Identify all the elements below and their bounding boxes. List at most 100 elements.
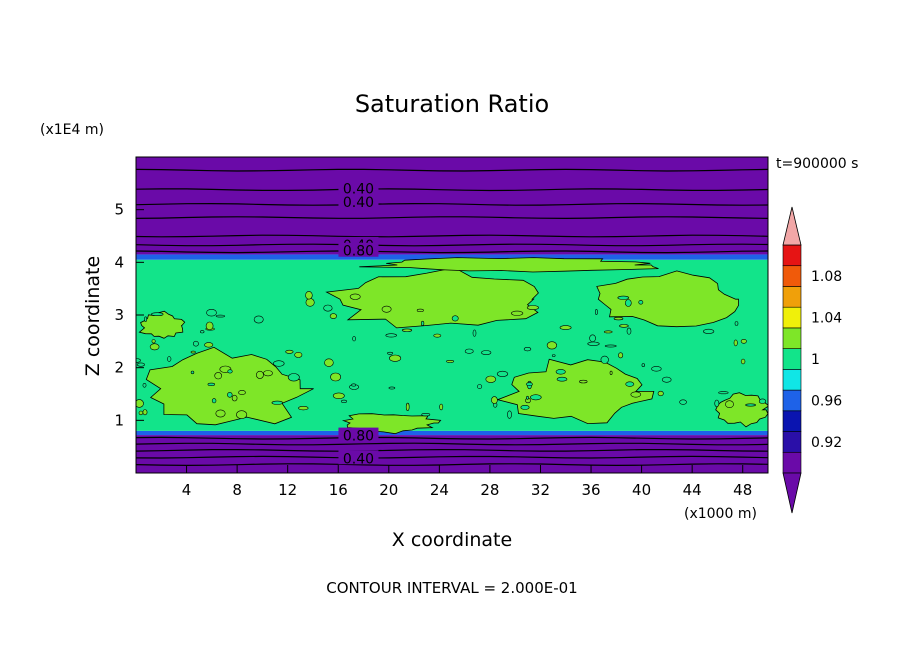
turbulent-cell — [136, 358, 141, 363]
colorbar-tick-label: 1 — [811, 352, 820, 368]
turbulent-cell — [405, 402, 410, 412]
turbulent-cell — [421, 320, 425, 326]
turbulent-cell — [529, 394, 542, 401]
y-tick-label: 4 — [114, 253, 124, 271]
turbulent-cell — [287, 373, 300, 382]
colorbar-segment-9 — [782, 265, 802, 287]
turbulent-cell — [190, 370, 195, 375]
x-tick-label: 16 — [329, 481, 348, 499]
turbulent-cell — [624, 299, 632, 307]
colorbar-segment-6 — [782, 327, 802, 349]
turbulent-cell — [136, 399, 144, 408]
turbulent-cell — [600, 355, 609, 364]
chart-title: Saturation Ratio — [355, 90, 549, 118]
x-tick-label: 36 — [581, 481, 600, 499]
turbulent-cell — [740, 338, 747, 344]
supersaturated-region-3 — [496, 358, 655, 425]
turbulent-cell — [389, 354, 402, 362]
turbulent-cell — [595, 309, 598, 315]
turbulent-cell — [589, 334, 596, 343]
turbulent-cell — [523, 347, 532, 352]
contour-line-3 — [136, 442, 768, 446]
turbulent-cell — [388, 386, 396, 390]
turbulent-cell — [613, 317, 624, 321]
turbulent-cell — [351, 383, 357, 387]
x-tick-label: 44 — [683, 481, 702, 499]
turbulent-cell — [464, 348, 474, 354]
turbulent-cell — [679, 399, 687, 405]
contour-label: 0.80 — [343, 244, 374, 260]
turbulent-cell — [496, 370, 509, 377]
turbulent-cell — [238, 389, 246, 395]
colorbar-tick-label: 1.04 — [811, 311, 842, 327]
contour-band-1 — [136, 430, 768, 436]
turbulent-cell — [439, 403, 444, 411]
turbulent-cell — [305, 291, 313, 300]
turbulent-cell — [207, 382, 216, 387]
y-tick-label: 3 — [114, 306, 124, 324]
y-tick-label: 1 — [114, 411, 124, 429]
colorbar-tick-label: 0.96 — [811, 393, 842, 409]
turbulent-cell — [510, 310, 524, 316]
turbulent-cell — [385, 333, 397, 338]
contour-line-6 — [136, 243, 768, 247]
contour-label: 0.40 — [343, 451, 374, 467]
y-axis-units: (x1E4 m) — [40, 122, 104, 138]
turbulent-cell — [485, 375, 497, 383]
turbulent-cell — [625, 381, 635, 387]
turbulent-cell — [740, 358, 746, 365]
turbulent-cell — [332, 392, 345, 399]
turbulent-cell — [477, 384, 483, 389]
colorbar-top-triangle — [782, 206, 802, 246]
x-axis-units: (x1000 m) — [684, 506, 757, 522]
turbulent-cell — [638, 300, 644, 305]
contour-line-5 — [136, 250, 768, 254]
turbulent-cell — [714, 399, 720, 408]
y-tick-label: 5 — [114, 201, 124, 219]
turbulent-cell — [526, 395, 529, 400]
turbulent-cell — [273, 360, 285, 367]
y-axis-label: Z coordinate — [82, 256, 104, 376]
colorbar-segment-7 — [782, 306, 802, 329]
time-label: t=900000 s — [776, 156, 858, 172]
turbulent-cell — [214, 372, 222, 380]
turbulent-cell — [323, 304, 333, 312]
contour-labels: 0.400.400.400.800.800.40 — [338, 180, 379, 467]
supersaturated-region-2 — [596, 270, 740, 328]
turbulent-cell — [630, 391, 642, 398]
contour-interval-footer: CONTOUR INTERVAL = 2.000E-01 — [326, 579, 577, 597]
colorbar-segment-5 — [782, 348, 802, 370]
turbulent-cell — [491, 396, 498, 404]
turbulent-cell — [641, 363, 645, 368]
turbulent-cell — [472, 329, 477, 337]
turbulent-cell — [618, 352, 624, 359]
turbulent-cell — [702, 328, 715, 334]
colorbar-segment-2 — [782, 410, 802, 432]
y-tick-label: 2 — [114, 359, 124, 377]
turbulent-cell — [651, 366, 662, 372]
turbulent-cell — [587, 341, 600, 346]
colorbar-segment-0 — [782, 451, 802, 474]
turbulent-cell — [205, 321, 214, 331]
x-tick-label: 12 — [278, 481, 297, 499]
turbulent-cell — [520, 404, 530, 410]
turbulent-cell — [206, 309, 217, 317]
colorbar-segment-4 — [782, 369, 802, 391]
x-tick-label: 4 — [182, 481, 192, 499]
turbulent-cell — [255, 370, 264, 379]
x-tick-label: 20 — [379, 481, 398, 499]
turbulent-cell — [481, 350, 492, 355]
turbulent-cell — [329, 313, 338, 319]
turbulent-cell — [227, 391, 233, 398]
supersaturated-region-7 — [138, 310, 186, 339]
turbulent-cell — [451, 315, 459, 322]
turbulent-cell — [718, 391, 729, 395]
turbulent-cell — [200, 330, 205, 334]
turbulent-cell — [285, 349, 294, 354]
turbulent-cell — [352, 336, 356, 342]
turbulent-cell — [192, 340, 199, 347]
turbulent-cell — [733, 339, 738, 347]
contour-band-3 — [136, 254, 768, 260]
turbulent-cell — [227, 369, 233, 374]
